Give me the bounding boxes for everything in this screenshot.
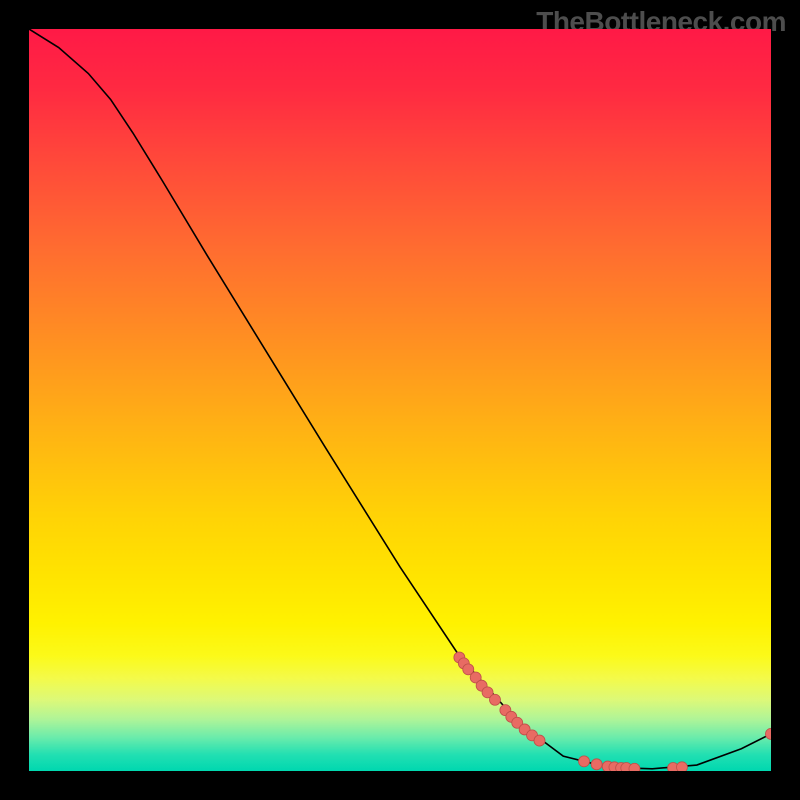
marker-point (579, 756, 590, 767)
chart-svg (29, 29, 771, 771)
curve-line (29, 29, 771, 769)
marker-point (591, 759, 602, 770)
markers-group (454, 652, 771, 771)
marker-point (534, 735, 545, 746)
plot-area (29, 29, 771, 771)
marker-point (489, 694, 500, 705)
marker-point (629, 763, 640, 771)
chart-frame: TheBottleneck.com (0, 0, 800, 800)
marker-point (766, 728, 772, 739)
marker-point (676, 762, 687, 771)
